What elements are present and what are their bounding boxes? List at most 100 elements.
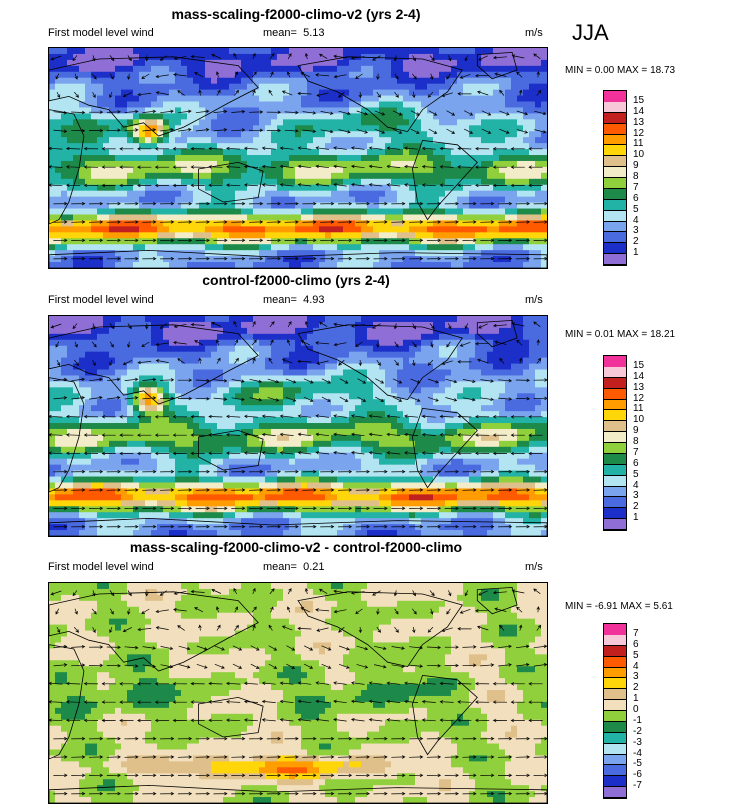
field-cell xyxy=(199,339,206,347)
field-cell xyxy=(283,113,290,120)
field-cell xyxy=(361,71,368,79)
field-cell xyxy=(487,357,494,365)
field-cell xyxy=(481,95,488,103)
field-cell xyxy=(463,65,470,73)
field-cell xyxy=(445,48,452,55)
field-cell xyxy=(361,220,368,227)
field-cell xyxy=(493,125,500,132)
field-cell xyxy=(337,119,344,126)
field-cell xyxy=(439,71,446,79)
field-cell xyxy=(541,363,547,371)
field-cell xyxy=(145,172,152,180)
colorbar-tick-label: 11 xyxy=(633,138,644,150)
field-cell xyxy=(67,119,74,126)
field-cell xyxy=(259,262,266,268)
field-cell xyxy=(535,137,542,144)
wind-arrow xyxy=(430,73,434,80)
field-cell xyxy=(367,327,374,335)
field-cell xyxy=(223,184,230,192)
field-cell xyxy=(49,59,56,67)
field-cell xyxy=(487,256,494,263)
field-cell xyxy=(487,214,494,222)
field-cell xyxy=(343,381,350,388)
field-cell xyxy=(433,256,440,263)
units-label: m/s xyxy=(525,294,543,306)
field-cell xyxy=(475,357,482,365)
field-cell xyxy=(307,166,314,174)
field-cell xyxy=(433,220,440,227)
field-cell xyxy=(295,131,302,138)
field-cell xyxy=(205,381,212,388)
field-cell xyxy=(121,107,128,115)
field-cell xyxy=(115,327,122,335)
field-cell xyxy=(427,220,434,227)
field-cell xyxy=(313,369,320,377)
field-cell xyxy=(223,48,230,55)
field-cell xyxy=(151,250,158,257)
field-cell xyxy=(319,214,326,222)
field-cell xyxy=(379,71,386,79)
field-cell xyxy=(541,107,547,115)
field-cell xyxy=(79,48,86,55)
field-cell xyxy=(313,125,320,132)
field-cell xyxy=(391,250,398,257)
field-cell xyxy=(463,184,470,192)
wind-arrow xyxy=(243,183,259,187)
field-cell xyxy=(301,363,308,371)
field-cell xyxy=(535,220,542,227)
field-cell xyxy=(49,262,56,268)
field-cell xyxy=(163,226,170,233)
field-cell xyxy=(337,190,344,198)
field-cell xyxy=(289,393,296,400)
field-cell xyxy=(61,155,68,162)
field-cell xyxy=(193,369,200,377)
wind-arrow xyxy=(534,129,547,134)
field-cell xyxy=(427,369,434,377)
field-cell xyxy=(187,155,194,162)
field-cell xyxy=(49,172,56,180)
field-cell xyxy=(433,399,440,406)
field-cell xyxy=(331,399,338,406)
wind-arrow xyxy=(109,91,113,99)
field-cell xyxy=(271,77,278,85)
field-cell xyxy=(391,220,398,227)
field-cell xyxy=(295,262,302,268)
field-cell xyxy=(529,113,536,120)
field-cell xyxy=(397,387,404,394)
colorbar xyxy=(603,90,627,266)
field-cell xyxy=(271,166,278,174)
field-cell xyxy=(109,208,116,216)
field-cell xyxy=(451,357,458,365)
field-cell xyxy=(229,178,236,186)
field-cell xyxy=(205,172,212,180)
field-cell xyxy=(271,48,278,55)
field-cell xyxy=(205,155,212,162)
field-cell xyxy=(247,71,254,79)
field-cell xyxy=(169,393,176,400)
colorbar-swatch xyxy=(604,221,626,233)
field-cell xyxy=(205,339,212,347)
field-cell xyxy=(97,196,104,204)
field-cell xyxy=(385,101,392,109)
field-cell xyxy=(439,321,446,329)
field-cell xyxy=(259,399,266,406)
field-cell xyxy=(157,77,164,85)
field-cell xyxy=(157,345,164,353)
field-cell xyxy=(487,316,494,323)
field-cell xyxy=(55,196,62,204)
field-cell xyxy=(259,131,266,138)
field-cell xyxy=(505,59,512,67)
field-cell xyxy=(199,405,206,412)
field-cell xyxy=(55,375,62,383)
field-cell xyxy=(403,119,410,126)
field-cell xyxy=(397,405,404,412)
field-cell xyxy=(337,155,344,162)
field-cell xyxy=(469,333,476,341)
field-cell xyxy=(409,208,416,216)
field-cell xyxy=(319,238,326,245)
field-cell xyxy=(343,357,350,365)
field-cell xyxy=(277,381,284,388)
field-cell xyxy=(289,125,296,132)
field-cell xyxy=(73,381,80,388)
field-cell xyxy=(115,172,122,180)
